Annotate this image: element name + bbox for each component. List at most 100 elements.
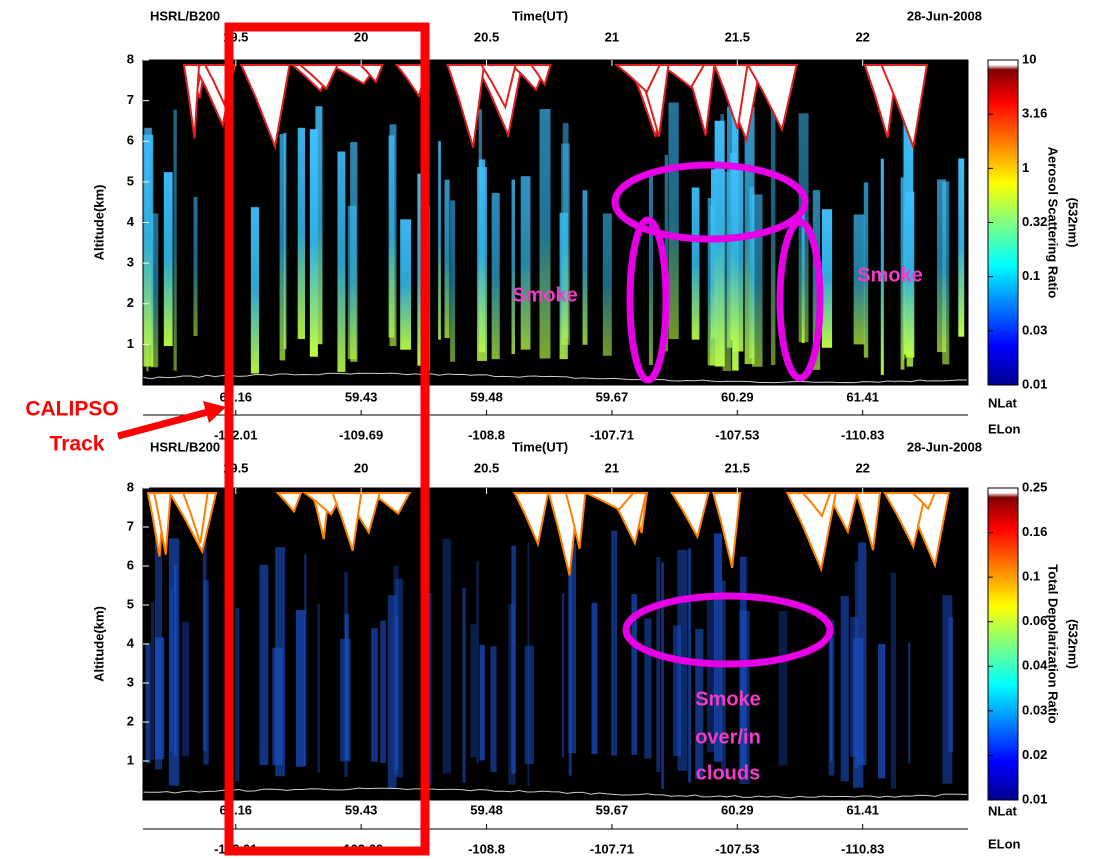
curtain-streak bbox=[828, 620, 835, 776]
curtain-streak bbox=[344, 571, 348, 777]
curtain-streak bbox=[395, 578, 404, 778]
curtain-streak bbox=[568, 543, 577, 754]
lat-tick-label: 59.43 bbox=[345, 802, 378, 817]
annotation: Smoke bbox=[512, 284, 578, 306]
curtain-streak bbox=[380, 620, 386, 763]
date-label: 28-Jun-2008 bbox=[907, 8, 982, 23]
curtain-streak bbox=[400, 219, 412, 350]
annotation: Smoke bbox=[695, 688, 761, 710]
curtain-streak bbox=[732, 165, 744, 352]
x-tick-label: 21 bbox=[605, 460, 619, 475]
curtain-streak bbox=[304, 554, 307, 766]
cloud-top bbox=[297, 64, 340, 91]
cloud-top bbox=[182, 64, 201, 139]
curtain-streak bbox=[259, 564, 269, 766]
lon-label: ELon bbox=[988, 836, 1021, 851]
ground-line bbox=[142, 787, 968, 799]
source-label: HSRL/B200 bbox=[150, 439, 220, 454]
curtain-streak bbox=[527, 542, 530, 787]
lat-tick-label: 59.48 bbox=[470, 389, 503, 404]
y-tick-label: 7 bbox=[127, 518, 134, 533]
curtain-streak bbox=[309, 129, 318, 357]
y-tick-label: 2 bbox=[127, 713, 134, 728]
y-tick-label: 7 bbox=[127, 92, 134, 107]
cloud-top bbox=[564, 492, 587, 550]
curtain-streak bbox=[169, 589, 174, 752]
curtain-streak bbox=[279, 134, 286, 361]
lat-tick-label: 59.48 bbox=[470, 802, 503, 817]
curtain-streak bbox=[688, 548, 692, 783]
curtain-streak bbox=[880, 158, 884, 375]
cloud-top bbox=[446, 64, 486, 148]
curtain-streak bbox=[389, 124, 397, 347]
curtain-streak bbox=[801, 209, 805, 343]
lat-tick-label: 61.41 bbox=[846, 802, 879, 817]
x-tick-label: 21.5 bbox=[725, 460, 750, 475]
curtain-streak bbox=[602, 213, 612, 356]
curtain-streak bbox=[714, 120, 725, 367]
curtain-streak bbox=[644, 618, 652, 759]
curtain-streak bbox=[444, 179, 450, 339]
highlight-ellipse bbox=[611, 161, 809, 243]
y-tick-label: 4 bbox=[127, 214, 135, 229]
lat-tick-label: 60.16 bbox=[220, 389, 253, 404]
annotation: clouds bbox=[696, 762, 760, 784]
curtain-streak bbox=[371, 628, 378, 762]
colorbar-label: Total Depolarization Ratio bbox=[1046, 564, 1061, 723]
curtain-streak bbox=[739, 610, 750, 785]
lat-tick-label: 61.41 bbox=[846, 389, 879, 404]
lat-tick-label: 60.16 bbox=[220, 802, 253, 817]
curtain-streak bbox=[150, 213, 159, 368]
cloud-top bbox=[711, 492, 742, 569]
lat-label: NLat bbox=[988, 803, 1018, 818]
y-tick-label: 5 bbox=[127, 596, 134, 611]
curtain-streak bbox=[853, 214, 865, 345]
curtain-streak bbox=[154, 528, 162, 770]
colorbar-tick-label: 1 bbox=[1022, 160, 1029, 175]
callout-arrowhead bbox=[203, 401, 226, 423]
cloud-top bbox=[657, 64, 706, 89]
curtain-streak bbox=[722, 171, 732, 371]
curtain-streak bbox=[661, 562, 664, 789]
curtain-streak bbox=[850, 617, 859, 757]
curtain-streak bbox=[908, 642, 911, 764]
highlight-ellipse bbox=[776, 218, 824, 382]
cloud-top bbox=[302, 492, 344, 516]
curtain-streak bbox=[520, 176, 531, 350]
lat-tick-label: 60.29 bbox=[721, 389, 754, 404]
colorbar-tick-label: 0.02 bbox=[1022, 747, 1047, 762]
colorbar-tick-label: 0.06 bbox=[1022, 613, 1047, 628]
x-tick-label: 20.5 bbox=[474, 29, 499, 44]
callout-arrow bbox=[117, 408, 209, 440]
date-label: 28-Jun-2008 bbox=[907, 439, 982, 454]
curtain-streak bbox=[145, 643, 151, 764]
colorbar-tick-label: 0.01 bbox=[1022, 791, 1047, 806]
curtain-streak bbox=[878, 644, 886, 779]
colorbar-label: (532nm) bbox=[1066, 198, 1081, 248]
curtain-streak bbox=[691, 187, 700, 340]
cloud-top bbox=[529, 64, 552, 88]
curtain-streak bbox=[173, 109, 177, 371]
y-tick-label: 2 bbox=[127, 295, 134, 310]
curtain-streak bbox=[562, 593, 565, 758]
colorbar-tick-label: 3.16 bbox=[1022, 106, 1047, 121]
lat-label: NLat bbox=[988, 395, 1018, 410]
curtain-streak bbox=[315, 106, 323, 345]
curtain-streak bbox=[168, 538, 180, 786]
colorbar-label: Aerosol Scattering Ratio bbox=[1046, 147, 1061, 299]
curtain-streak bbox=[695, 628, 704, 779]
colorbar-tick-label: 0.16 bbox=[1022, 524, 1047, 539]
curtain-streak bbox=[347, 205, 357, 360]
curtain-streak bbox=[710, 205, 715, 366]
cloud-top bbox=[713, 64, 749, 130]
lon-tick-label: -107.53 bbox=[715, 841, 759, 856]
curtain-streak bbox=[890, 572, 897, 789]
curtain-streak bbox=[182, 621, 190, 757]
ground-line bbox=[142, 372, 968, 384]
cloud-top bbox=[879, 64, 929, 151]
lon-tick-label: -109.69 bbox=[339, 427, 383, 442]
curtain-streak bbox=[668, 102, 679, 339]
y-tick-label: 1 bbox=[127, 752, 134, 767]
cloud-top bbox=[275, 492, 303, 514]
